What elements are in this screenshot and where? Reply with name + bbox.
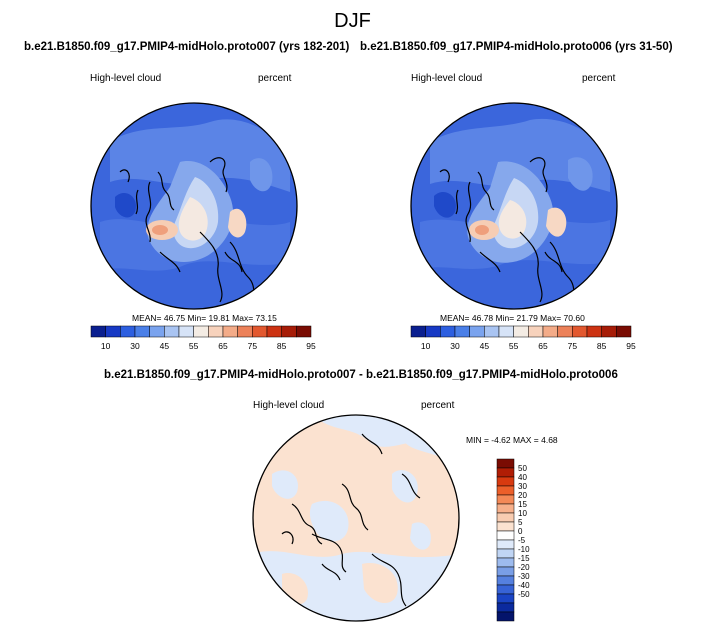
panel1-colorbar: 10 30 45 55 65 75 85 95: [90, 325, 316, 351]
diff-colorbar-color-box: [496, 467, 515, 478]
panel2-colorbar-color-box: [410, 325, 426, 338]
diff-colorbar-color-box: [496, 458, 515, 469]
panel2-colorbar-tick-label: 65: [538, 341, 548, 351]
panel1-colorbar-color-box: [193, 325, 209, 338]
diff-colorbar-color-box: [496, 521, 515, 532]
panel1-colorbar-tick-label: 55: [189, 341, 199, 351]
diff-colorbar-color-box: [496, 485, 515, 496]
panel2-colorbar: 10 30 45 55 65 75 85 95: [410, 325, 636, 351]
diff-colorbar-color-box: [496, 512, 515, 523]
diff-colorbar-tick-label: -40: [518, 581, 530, 590]
panel1-colorbar-color-box: [266, 325, 282, 338]
panel2-map: [410, 102, 618, 310]
diff-panel-title: b.e21.B1850.f09_g17.PMIP4-midHolo.proto0…: [104, 369, 618, 381]
panel2-colorbar-color-box: [484, 325, 500, 338]
panel2-colorbar-color-box: [440, 325, 456, 338]
panel1-colorbar-tick-label: 65: [218, 341, 228, 351]
panel2-title: b.e21.B1850.f09_g17.PMIP4-midHolo.proto0…: [360, 41, 673, 53]
panel1-colorbar-color-box: [296, 325, 312, 338]
diff-colorbar-tick-label: -15: [518, 554, 530, 563]
diff-colorbar-color-box: [496, 539, 515, 550]
panel1-colorbar-color-box: [178, 325, 194, 338]
panel1-colorbar-tick-label: 85: [277, 341, 287, 351]
diff-colorbar-color-box: [496, 566, 515, 577]
diff-colorbar-color-box: [496, 494, 515, 505]
panel1-colorbar-color-box: [149, 325, 165, 338]
panel2-colorbar-tick-label: 75: [568, 341, 578, 351]
diff-colorbar-color-box: [496, 584, 515, 595]
diff-colorbar-color-box: [496, 503, 515, 514]
diff-colorbar-tick-label: -50: [518, 590, 530, 599]
diff-colorbar-color-box: [496, 593, 515, 604]
panel2-colorbar-tick-label: 95: [626, 341, 636, 351]
diff-colorbar-tick-label: 15: [518, 500, 527, 509]
panel2-colorbar-tick-label: 30: [450, 341, 460, 351]
panel1-units-label: percent: [258, 73, 292, 84]
panel2-colorbar-color-box: [454, 325, 470, 338]
diff-colorbar-tick-label: -5: [518, 536, 526, 545]
panel2-colorbar-color-box: [586, 325, 602, 338]
panel1-variable-label: High-level cloud: [90, 73, 162, 84]
panel2-colorbar-tick-label: 10: [421, 341, 431, 351]
diff-colorbar-tick-label: -30: [518, 572, 530, 581]
panel2-colorbar-color-box: [469, 325, 485, 338]
diff-map: [252, 414, 460, 622]
panel2-colorbar-color-box: [498, 325, 514, 338]
panel1-colorbar-color-box: [105, 325, 121, 338]
diff-colorbar-tick-label: 0: [518, 527, 523, 536]
diff-colorbar-tick-label: 10: [518, 509, 527, 518]
panel2-colorbar-color-box: [616, 325, 632, 338]
panel1-colorbar-color-box: [252, 325, 268, 338]
panel2-colorbar-color-box: [572, 325, 588, 338]
diff-colorbar-color-box: [496, 575, 515, 586]
panel2-colorbar-color-box: [557, 325, 573, 338]
diff-colorbar-tick-label: 5: [518, 518, 523, 527]
panel2-colorbar-color-box: [542, 325, 558, 338]
panel1-colorbar-color-box: [134, 325, 150, 338]
diff-colorbar-color-box: [496, 476, 515, 487]
panel2-colorbar-color-box: [528, 325, 544, 338]
diff-colorbar-tick-label: 40: [518, 473, 527, 482]
diff-variable-label: High-level cloud: [253, 400, 325, 411]
panel1-colorbar-color-box: [208, 325, 224, 338]
panel1-colorbar-color-box: [237, 325, 253, 338]
panel1-colorbar-color-box: [90, 325, 106, 338]
panel2-colorbar-tick-label: 55: [509, 341, 519, 351]
panel1-colorbar-tick-label: 10: [101, 341, 111, 351]
panel2-colorbar-tick-label: 45: [480, 341, 490, 351]
diff-colorbar-tick-label: 20: [518, 491, 527, 500]
panel1-title: b.e21.B1850.f09_g17.PMIP4-midHolo.proto0…: [24, 41, 350, 53]
diff-colorbar-color-box: [496, 602, 515, 613]
diff-units-label: percent: [421, 400, 455, 411]
page-title: DJF: [334, 10, 371, 32]
panel2-colorbar-tick-label: 85: [597, 341, 607, 351]
diff-colorbar-tick-label: 30: [518, 482, 527, 491]
diff-colorbar-tick-label: 50: [518, 464, 527, 473]
panel2-stats: MEAN= 46.78 Min= 21.79 Max= 70.60: [440, 313, 585, 323]
panel2-variable-label: High-level cloud: [411, 73, 483, 84]
panel1-map: [90, 102, 298, 310]
panel1-colorbar-color-box: [120, 325, 136, 338]
diff-colorbar-color-box: [496, 557, 515, 568]
diff-stats: MIN = -4.62 MAX = 4.68: [466, 435, 558, 445]
diff-colorbar-color-box: [496, 611, 515, 622]
panel1-stats: MEAN= 46.75 Min= 19.81 Max= 73.15: [132, 313, 277, 323]
panel1-colorbar-tick-label: 75: [248, 341, 258, 351]
panel2-units-label: percent: [582, 73, 616, 84]
panel1-colorbar-color-box: [222, 325, 238, 338]
panel1-colorbar-tick-label: 30: [130, 341, 140, 351]
panel1-colorbar-tick-label: 95: [306, 341, 316, 351]
panel2-colorbar-color-box: [425, 325, 441, 338]
panel1-colorbar-tick-label: 45: [160, 341, 170, 351]
panel2-colorbar-color-box: [601, 325, 617, 338]
panel2-colorbar-color-box: [513, 325, 529, 338]
diff-colorbar-color-box: [496, 548, 515, 559]
diff-colorbar-color-box: [496, 530, 515, 541]
panel1-colorbar-color-box: [164, 325, 180, 338]
diff-colorbar-tick-label: -10: [518, 545, 530, 554]
diff-colorbar-tick-label: -20: [518, 563, 530, 572]
panel1-colorbar-color-box: [281, 325, 297, 338]
